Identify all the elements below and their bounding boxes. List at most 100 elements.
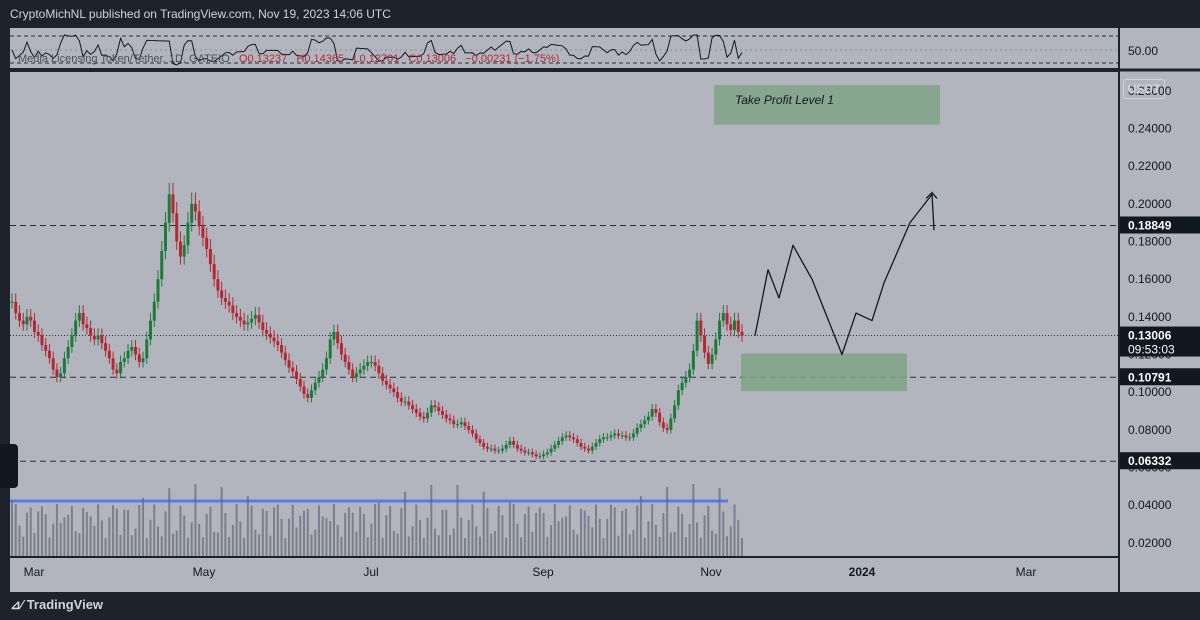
candle-body (62, 358, 66, 374)
candle-body (568, 435, 572, 438)
volume-bar (565, 516, 568, 556)
volume-bar (587, 515, 590, 556)
candle-body (85, 324, 89, 329)
candle-body (171, 194, 175, 214)
volume-bar (359, 506, 362, 556)
volume-bar (93, 526, 96, 556)
y-tick-label: 0.24000 (1128, 121, 1172, 135)
candle-body (145, 339, 149, 359)
volume-bar (44, 514, 47, 556)
tradingview-logo[interactable]: ⊿⁄ TradingView (10, 597, 103, 613)
volume-bar (355, 531, 358, 556)
candle-body (444, 414, 448, 419)
volume-bar (737, 519, 740, 556)
candle-body (309, 390, 313, 398)
volume-bar (362, 514, 365, 556)
rsi-pane-bg (10, 28, 1118, 68)
volume-bar (70, 506, 73, 556)
volume-bar (595, 504, 597, 556)
volume-bar (512, 504, 515, 556)
x-tick-label: Mar (1016, 565, 1037, 579)
candle-body (557, 441, 561, 445)
candle-body (298, 378, 302, 387)
chart-area[interactable]: 0.26000 0.24000 0.22000 0.20000 0.18000 0.160… (0, 28, 1200, 592)
volume-bar (104, 537, 107, 556)
volume-bar (741, 537, 743, 556)
volume-bar (632, 529, 635, 556)
volume-bar (482, 491, 485, 556)
candle-body (235, 313, 239, 317)
candle-body (14, 301, 18, 314)
volume-bar (636, 505, 639, 556)
volume-bar (527, 506, 530, 556)
candle-body (388, 384, 392, 389)
candle-body (721, 313, 725, 321)
side-toolbar-handle[interactable] (0, 444, 18, 488)
volume-bar (347, 507, 350, 556)
candle-body (691, 350, 695, 370)
candle-body (658, 412, 662, 423)
y-tick-label: 0.16000 (1128, 272, 1172, 286)
volume-bar (246, 496, 249, 556)
volume-bar (396, 533, 399, 556)
volume-bar (157, 526, 159, 556)
y-tick-label: 0.22000 (1128, 159, 1172, 173)
volume-bar (628, 534, 631, 556)
volume-bar (303, 510, 305, 556)
candle-body (32, 320, 36, 332)
volume-bar (370, 523, 373, 556)
volume-bar (426, 517, 429, 556)
price-label: 0.10791 (1128, 370, 1172, 384)
candle-body (384, 380, 388, 385)
price-chart-svg[interactable]: 0.26000 0.24000 0.22000 0.20000 0.18000 0.160… (0, 28, 1200, 592)
volume-bar (699, 537, 702, 556)
candle-body (313, 382, 317, 391)
volume-bar (437, 535, 440, 556)
legend-open: O0.13237 (238, 53, 288, 65)
candle-body (598, 439, 602, 444)
candle-body (77, 313, 81, 321)
volume-bar (669, 532, 672, 556)
y-tick-label: 0.04000 (1128, 498, 1172, 512)
candle-body (324, 358, 328, 370)
volume-bar (456, 484, 459, 556)
currency-button[interactable]: USDT (1123, 79, 1165, 99)
candle-body (156, 279, 160, 302)
volume-bar (231, 524, 234, 556)
volume-bar (145, 537, 148, 556)
volume-bar (546, 536, 549, 556)
volume-bar (422, 537, 425, 556)
volume-bar (112, 505, 115, 556)
candle-body (175, 213, 179, 242)
candle-body (152, 301, 156, 321)
volume-bar (317, 505, 320, 556)
rsi-level-label: 50.00 (1128, 44, 1158, 58)
x-tick-label: 2024 (849, 565, 876, 579)
volume-bar (288, 518, 291, 556)
volume-bar (613, 507, 616, 556)
volume-bar (452, 528, 455, 556)
candle-body (452, 420, 456, 425)
candle-body (287, 360, 291, 368)
volume-bar (666, 487, 669, 556)
candle-body (369, 362, 373, 364)
volume-bar (467, 520, 470, 556)
volume-bar (639, 496, 642, 556)
volume-bar (329, 521, 332, 556)
volume-bar (557, 521, 560, 556)
volume-bar (651, 504, 654, 556)
candle-body (377, 365, 381, 374)
candle-body (422, 416, 426, 419)
volume-bar (374, 504, 377, 556)
volume-bar (276, 504, 279, 556)
candle-body (587, 448, 591, 451)
volume-bar (621, 510, 624, 556)
candle-body (197, 211, 201, 227)
candle-body (661, 422, 665, 428)
candle-body (107, 350, 111, 359)
candle-body (500, 448, 504, 451)
volume-bar (160, 536, 163, 556)
volume-bar (490, 533, 493, 556)
candle-body (190, 203, 194, 223)
volume-bar (59, 522, 62, 556)
